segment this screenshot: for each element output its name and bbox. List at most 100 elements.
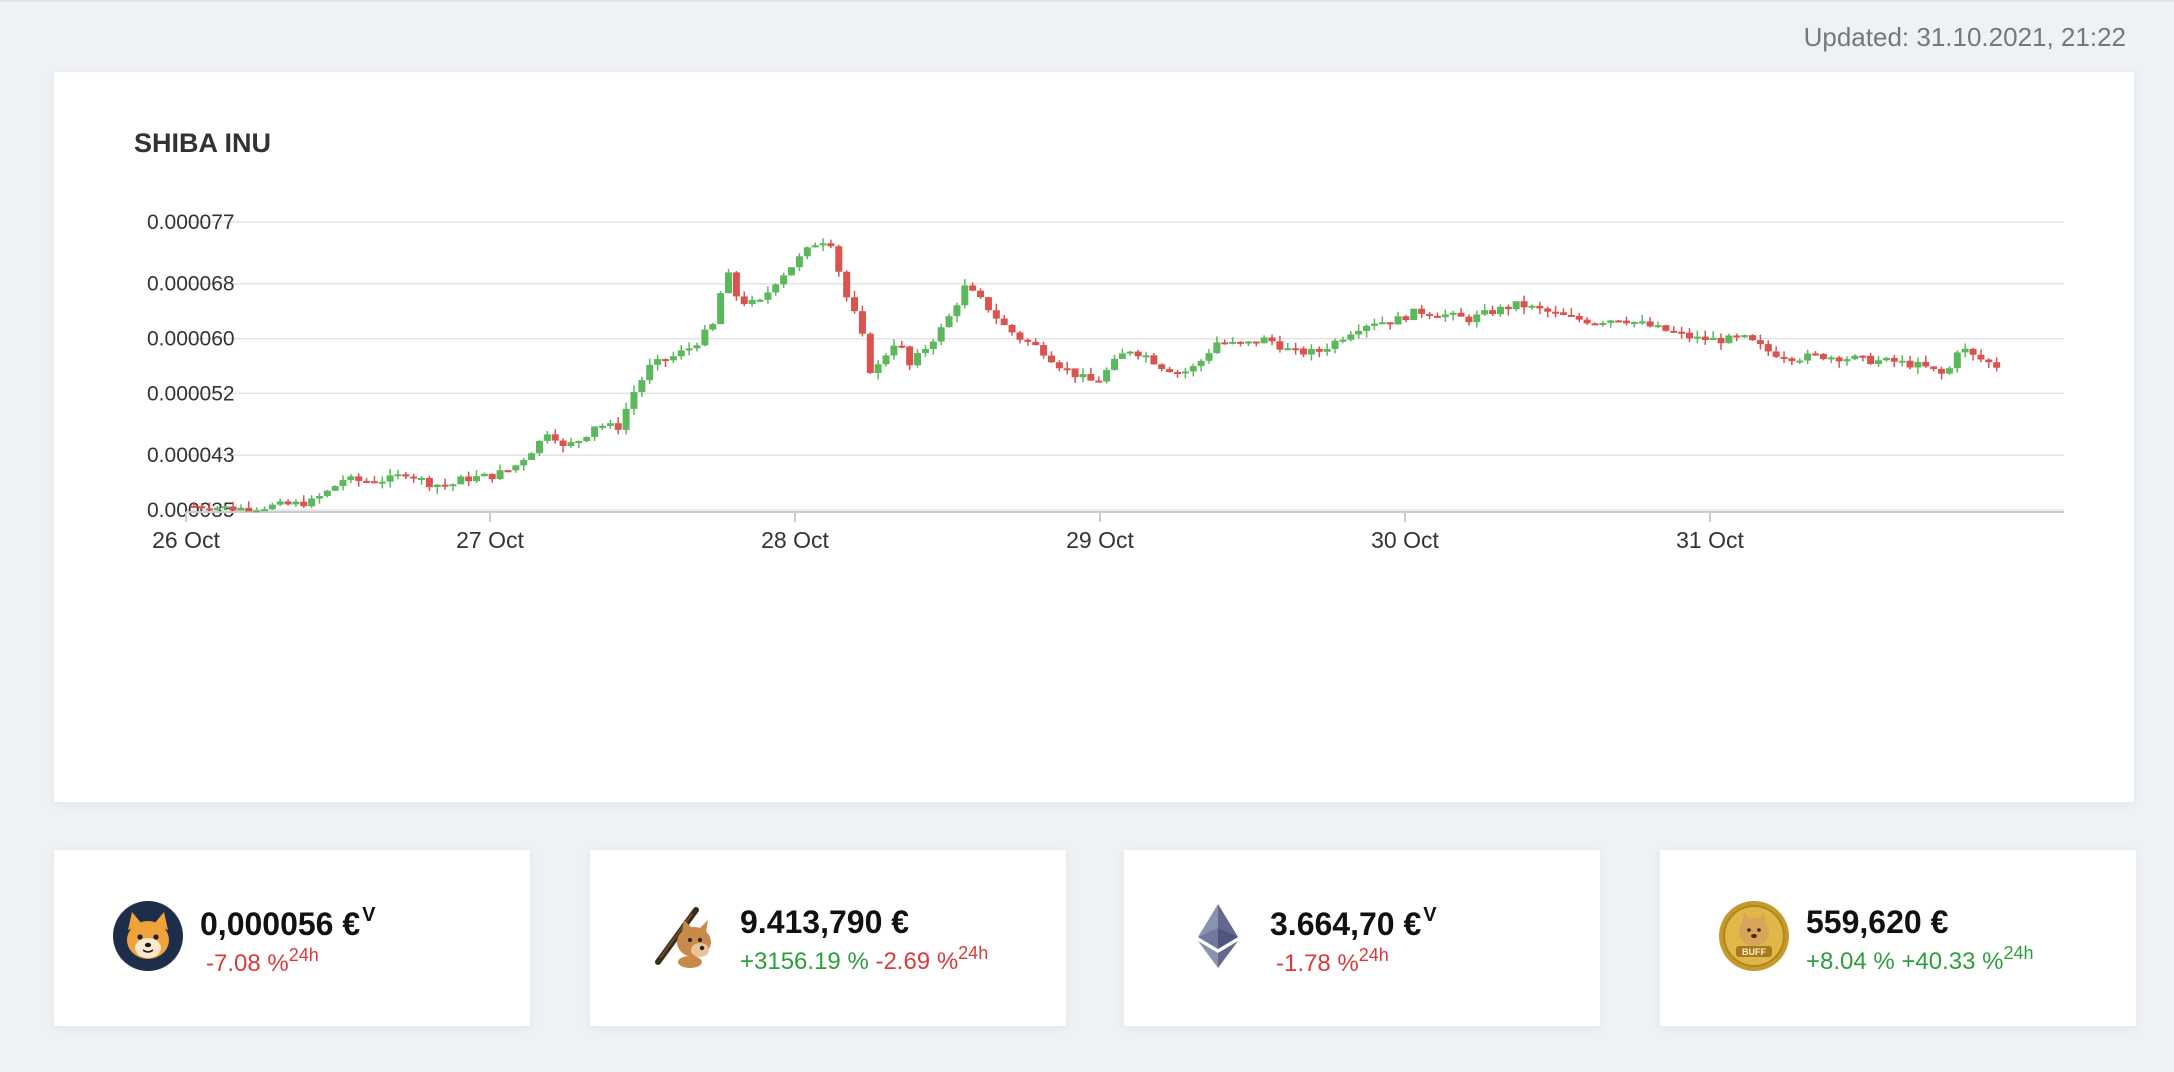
y-tick-label: 0.000052 [147,382,235,405]
cheems-bat-icon [655,907,711,968]
candle-body [1276,341,1284,350]
candle-body [1441,314,1449,318]
candle-body [308,498,316,507]
candle-body [457,476,465,485]
candle-body [701,329,709,346]
candle-body [1583,319,1591,324]
candle-body [1166,369,1174,373]
candle-body [1835,357,1843,362]
candle-body [1607,320,1615,323]
candle-body [906,346,914,366]
candle-body [1087,374,1095,381]
candle-body [1307,348,1315,355]
candle-body [914,353,922,366]
coin-card-cheems[interactable]: 9.413,790 € +3156.19 % -2.69 %24h [590,850,1066,1026]
svg-text:BUFF: BUFF [1742,947,1766,957]
candle-body [1780,356,1788,359]
candle-body [748,299,756,305]
candle-body [1370,323,1378,326]
candle-body [1134,351,1142,357]
candle-body [1591,323,1599,326]
candle-body [835,246,843,272]
top-divider [0,0,2174,2]
candle-body [1898,360,1906,363]
candle-body [622,408,630,430]
candle-body [1804,353,1812,361]
candle-body [1197,360,1205,367]
candle-body [1796,360,1804,363]
x-tick-label: 30 Oct [1371,527,1439,553]
candle-body [535,440,543,454]
candle-body [504,470,512,473]
coin-card-buff-doge[interactable]: BUFF 559,620 € +8.04 % +40.33 %24h [1660,850,2136,1026]
candle-body [772,284,780,293]
candle-body [732,272,740,297]
candle-body [1110,358,1118,370]
candle-body [190,505,198,508]
candle-body [1032,341,1040,346]
candle-body [1394,316,1402,325]
candle-body [764,292,772,300]
candle-body [677,350,685,357]
candle-body [480,473,488,477]
candle-body [1142,355,1150,358]
candle-body [1717,337,1725,344]
coin-price: 9.413,790 € [740,904,910,940]
candle-body [1292,348,1300,351]
candle-body [1630,322,1638,325]
candle-body [1536,305,1544,309]
candle-body [669,356,677,361]
candle-body [1512,301,1520,310]
candle-body [1701,336,1709,340]
candle-body [1812,353,1820,356]
candle-body [1827,357,1835,360]
candle-body [284,501,292,505]
x-tick-label: 27 Oct [456,527,524,553]
candle-body [1355,330,1363,335]
candle-body [472,476,480,482]
candle-body [717,293,725,325]
candle-body [378,481,386,484]
candle-body [1016,332,1024,340]
coin-card-ethereum[interactable]: 3.664,70 € V -1.78 %24h [1124,850,1600,1026]
coin-price: 0,000056 € V [200,904,376,942]
candle-body [1118,353,1126,359]
candle-body [921,348,929,354]
candle-body [237,507,245,511]
candle-body [1339,339,1347,342]
candle-body [725,272,733,294]
candle-body [1969,348,1977,355]
candle-body [394,474,402,477]
candle-body [1977,354,1985,360]
candle-body [575,441,583,444]
candle-body [410,476,418,479]
candle-body [488,473,496,480]
candle-body [843,271,851,298]
candle-body [606,423,614,426]
candle-body [858,311,866,334]
candle-body [1347,334,1355,340]
candle-body [1709,337,1717,340]
candle-body [1402,316,1410,321]
candle-body [1945,368,1953,374]
candle-body [1875,360,1883,365]
candle-body [1922,361,1930,367]
candle-body [937,327,945,342]
candle-body [819,243,827,246]
candle-body [898,345,906,348]
candle-body [1914,361,1922,368]
y-tick-label: 0.000068 [147,273,235,296]
candle-body [276,501,284,505]
candle-body [551,434,559,441]
candle-body [355,476,363,481]
candle-body [370,481,378,484]
candle-body [740,296,748,305]
candle-body [496,470,504,480]
candle-body [1150,355,1158,365]
candle-body [953,305,961,317]
coin-card-shiba[interactable]: 0,000056 € V -7.08 %24h [54,850,530,1026]
candle-body [1685,332,1693,339]
candle-body [1749,335,1757,341]
candle-body [803,247,811,257]
candle-body [992,310,1000,319]
